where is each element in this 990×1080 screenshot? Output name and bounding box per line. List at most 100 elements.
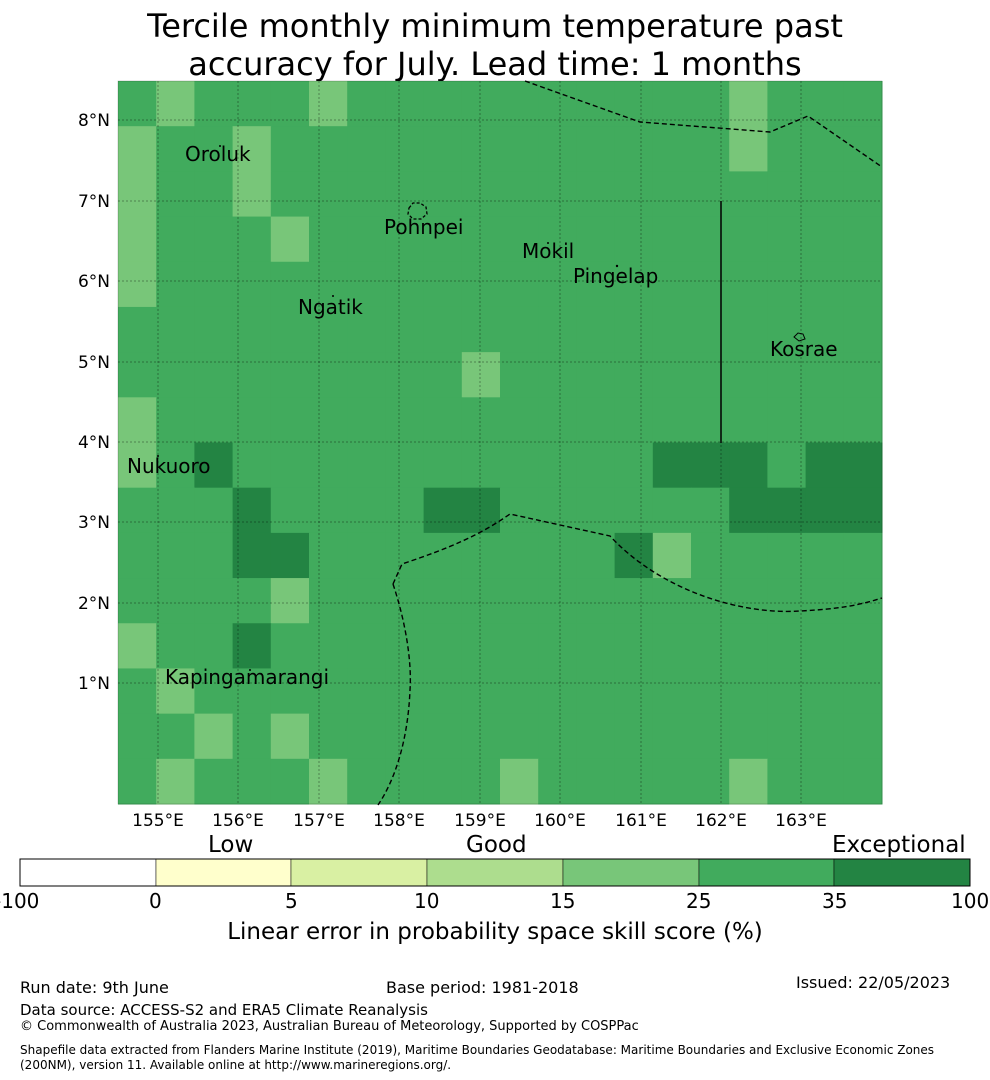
footer-issued: Issued: 22/05/2023 <box>796 973 951 992</box>
skill-cell <box>156 758 195 805</box>
skill-cell <box>194 758 234 805</box>
skill-cell <box>156 171 195 218</box>
skill-grid <box>118 81 883 805</box>
footer-copyright: © Commonwealth of Australia 2023, Austra… <box>20 1019 639 1034</box>
skill-cell <box>156 442 195 489</box>
skill-cell <box>805 487 845 534</box>
ngatik-island-marker <box>332 295 334 297</box>
skill-cell <box>385 668 425 715</box>
skill-cell <box>194 532 234 579</box>
skill-cell <box>385 532 425 579</box>
skill-cell <box>767 397 807 443</box>
skill-cell <box>423 713 463 760</box>
lat-tick-label: 2°N <box>78 594 110 614</box>
colorbar-tick-label: 0 <box>149 889 162 913</box>
skill-cell <box>385 578 425 624</box>
skill-cell <box>309 397 348 443</box>
skill-cell <box>461 126 501 172</box>
lat-tick-label: 3°N <box>78 513 110 533</box>
skill-cell <box>423 352 463 398</box>
colorbar-tick-label: 5 <box>285 889 298 913</box>
skill-cell <box>309 668 348 715</box>
skill-cell <box>270 758 310 805</box>
footer-base-period: Base period: 1981-2018 <box>386 978 579 997</box>
skill-cell <box>118 623 157 669</box>
skill-cell <box>118 442 157 489</box>
place-label-kapingamarangi: Kapingamarangi <box>165 665 329 689</box>
skill-cell <box>461 261 501 308</box>
skill-cell <box>347 487 386 534</box>
skill-cell <box>538 578 577 624</box>
skill-cell <box>767 758 807 805</box>
skill-cell <box>652 442 692 489</box>
skill-cell <box>347 623 386 669</box>
skill-cell <box>347 216 386 263</box>
skill-cell <box>270 216 310 263</box>
skill-cell <box>270 578 310 624</box>
map-panel: Oroluk Pohnpei Mokil Pingelap Ngatik Kos… <box>78 80 883 830</box>
skill-cell <box>652 532 692 579</box>
skill-cell <box>270 442 310 489</box>
skill-cell <box>423 81 463 127</box>
skill-cell <box>156 578 195 624</box>
skill-cell <box>232 171 272 218</box>
skill-cell <box>729 713 768 760</box>
skill-cell <box>843 352 883 398</box>
skill-cell <box>538 668 577 715</box>
skill-cell <box>156 532 195 579</box>
place-label-nukuoro: Nukuoro <box>127 454 211 478</box>
skill-cell <box>729 442 768 489</box>
place-label-mokil: Mokil <box>522 239 574 263</box>
skill-cell <box>118 306 157 353</box>
skill-cell <box>805 442 845 489</box>
skill-cell <box>652 352 692 398</box>
colorbar-segment <box>290 858 428 887</box>
footer-shapefile-line-2: (200NM), version 11. Available online at… <box>20 1058 452 1072</box>
skill-cell <box>194 216 234 263</box>
skill-cell <box>347 713 386 760</box>
skill-cell <box>194 578 234 624</box>
skill-cell <box>729 668 768 715</box>
skill-cell <box>538 81 577 127</box>
skill-cell <box>652 713 692 760</box>
lon-tick-label: 163°E <box>775 811 827 830</box>
skill-cell <box>270 126 310 172</box>
skill-cell <box>805 261 845 308</box>
skill-cell <box>156 713 195 760</box>
skill-cell <box>843 442 883 489</box>
skill-cell <box>309 442 348 489</box>
skill-cell <box>118 81 157 127</box>
skill-cell <box>652 171 692 218</box>
lon-tick-label: 157°E <box>293 811 345 830</box>
lon-tick-label: 162°E <box>695 811 747 830</box>
skill-cell <box>270 623 310 669</box>
skill-cell <box>156 668 195 715</box>
skill-cell <box>691 352 730 398</box>
skill-cell <box>118 216 157 263</box>
lat-tick-label: 5°N <box>78 353 110 373</box>
skill-cell <box>423 487 463 534</box>
skill-cell <box>538 306 577 353</box>
skill-cell <box>309 623 348 669</box>
skill-cell <box>156 306 195 353</box>
pingelap-island-marker <box>615 264 619 268</box>
skill-cell <box>461 216 501 263</box>
skill-cell <box>461 352 501 398</box>
skill-cell <box>500 623 539 669</box>
colorbar-category-exceptional: Exceptional <box>832 832 966 858</box>
skill-cell <box>614 713 654 760</box>
skill-cell <box>347 306 386 353</box>
skill-cell <box>805 352 845 398</box>
skill-cell <box>461 442 501 489</box>
skill-cell <box>500 261 539 308</box>
lat-tick-label: 7°N <box>78 192 110 212</box>
skill-cell <box>232 713 272 760</box>
skill-cell <box>652 758 692 805</box>
skill-cell <box>423 171 463 218</box>
skill-cell <box>614 487 654 534</box>
skill-cell <box>576 171 616 218</box>
skill-cell <box>270 713 310 760</box>
skill-cell <box>309 126 348 172</box>
skill-cell <box>309 352 348 398</box>
skill-cell <box>232 397 272 443</box>
